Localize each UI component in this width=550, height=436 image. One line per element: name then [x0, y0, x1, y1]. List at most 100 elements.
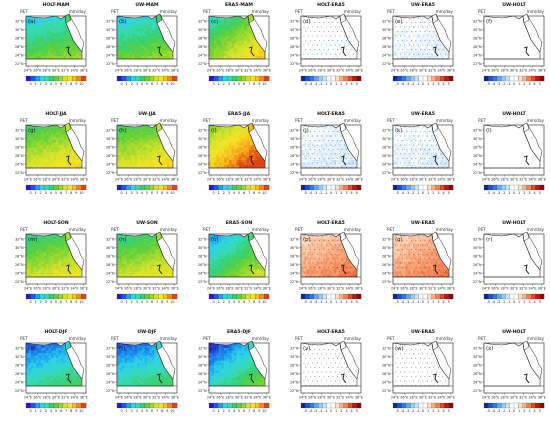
colorbar-swatch	[422, 75, 428, 82]
lat-tick-label: 24°N	[198, 380, 207, 384]
lat-tick-label: 28°N	[198, 36, 207, 40]
lat-tick-label: 30°N	[382, 28, 391, 32]
colorbar-tick-label: 5	[356, 300, 358, 304]
colorbar-swatch	[67, 75, 73, 82]
colorbar-swatch	[410, 402, 415, 409]
colorbar-swatch	[343, 75, 349, 82]
colorbar-tick-label: -2	[502, 191, 505, 195]
lon-tick-label: 32°E	[244, 178, 252, 182]
colorbar-tick-label: -4	[401, 82, 404, 86]
map-panel: UW-HOLT PET mm/day (x) 32°N 30°N 28°N 26°N 24°N 2…	[473, 329, 546, 413]
lat-tick-label: 28°N	[106, 36, 115, 40]
unit-label: mm/day	[436, 9, 454, 14]
lake-nasser	[156, 373, 163, 384]
panel-letter: (p)	[303, 237, 311, 243]
colorbar-tick-label: 9	[75, 300, 77, 304]
colorbar-tick-label: 5	[356, 409, 358, 413]
colorbar-swatch	[535, 75, 540, 82]
panel-title: UW-SON	[136, 220, 158, 226]
lon-tick-label: 34°E	[253, 178, 261, 182]
colorbar-tick-label: -3	[497, 409, 500, 413]
colorbar-tick-label: -1	[507, 82, 510, 86]
colorbar-swatch	[172, 75, 178, 82]
colorbar-tick-label: -5	[487, 300, 490, 304]
colorbar-swatch	[335, 75, 340, 82]
variable-label: PET	[387, 336, 395, 341]
colorbar-swatch	[356, 75, 362, 82]
colorbar-tick-label: 5	[539, 82, 541, 86]
colorbar-swatch	[313, 184, 319, 191]
colorbar-tick-label: 9	[258, 409, 260, 413]
lat-tick-label: 22°N	[382, 62, 391, 66]
lat-tick-label: 22°N	[198, 280, 207, 284]
lat-tick-label: 28°N	[473, 36, 482, 40]
colorbar-swatch	[509, 75, 515, 82]
colorbar-swatch	[348, 402, 353, 409]
lat-tick-label: 32°N	[15, 19, 24, 23]
lat-tick-label: 30°N	[382, 137, 391, 141]
colorbar-tick-label: 3	[437, 82, 439, 86]
colorbar-tick-label: -5	[487, 191, 490, 195]
colorbar-swatch	[218, 75, 224, 82]
lat-tick-label: 24°N	[382, 271, 391, 275]
colorbar-tick-label: -3	[314, 82, 317, 86]
lon-tick-label: 28°E	[43, 178, 51, 182]
colorbar-tick-label: 1	[518, 191, 520, 195]
colorbar-tick-label: 9	[258, 191, 260, 195]
colorbar-tick-label: 1	[126, 191, 128, 195]
colorbar-tick-label: 6	[243, 409, 245, 413]
unit-label: mm/day	[160, 227, 178, 232]
lat-tick-label: 22°N	[473, 171, 482, 175]
colorbar-swatch	[58, 184, 64, 191]
lake-nasser	[523, 46, 530, 57]
colorbar-swatch	[522, 293, 528, 300]
colorbar-tick-label: 0	[513, 82, 515, 86]
colorbar-swatch	[539, 75, 545, 82]
colorbar-swatch	[318, 184, 323, 191]
colorbar-swatch	[231, 75, 237, 82]
lat-tick-label: 24°N	[290, 271, 299, 275]
colorbar-swatch	[35, 402, 41, 409]
colorbar-swatch	[139, 75, 145, 82]
panel-letter: (s)	[28, 346, 35, 352]
colorbar-tick-label: 6	[151, 300, 153, 304]
lon-tick-label: 34°E	[528, 178, 536, 182]
colorbar-swatch	[526, 402, 532, 409]
colorbar-swatch	[509, 184, 515, 191]
colorbar-swatch	[149, 402, 155, 409]
lon-tick-label: 26°E	[400, 396, 408, 400]
lon-tick-label: 24°E	[482, 287, 490, 291]
lon-tick-label: 36°E	[447, 178, 455, 182]
egypt-border	[25, 124, 83, 169]
colorbar-tick-label: 1	[218, 409, 220, 413]
colorbar-swatch	[322, 75, 327, 82]
colorbar-swatch	[130, 402, 136, 409]
colorbar-tick-label: -3	[314, 409, 317, 413]
lon-tick-label: 34°E	[528, 396, 536, 400]
lon-tick-label: 36°E	[538, 69, 546, 73]
lon-tick-label: 24°E	[391, 178, 399, 182]
colorbar-tick-label: 10	[170, 82, 174, 86]
colorbar-tick-label: 2	[40, 82, 42, 86]
lon-tick-label: 24°E	[207, 69, 215, 73]
colorbar-swatch	[213, 293, 219, 300]
lat-tick-label: 22°N	[15, 280, 24, 284]
lon-tick-label: 24°E	[299, 69, 307, 73]
colorbar-tick-label: 3	[136, 191, 138, 195]
colorbar-swatch	[144, 184, 150, 191]
map-panel: HOLT-ERA5 PET mm/day (v) 32°N 30°N 28°N 26°N 24°…	[290, 329, 363, 413]
colorbar-swatch	[531, 184, 536, 191]
colorbar-tick-label: -3	[406, 300, 409, 304]
lon-tick-label: 36°E	[171, 287, 179, 291]
panel-title: HOLT-JJA	[45, 111, 67, 117]
lat-tick-label: 32°N	[15, 128, 24, 132]
colorbar-swatch	[492, 293, 498, 300]
colorbar-swatch	[208, 75, 214, 82]
colorbar-swatch	[496, 402, 502, 409]
colorbar-swatch	[518, 184, 523, 191]
colorbar-tick-label: 5	[448, 300, 450, 304]
lon-tick-label: 26°E	[308, 69, 316, 73]
colorbar-swatch	[255, 184, 260, 191]
colorbar-swatch	[222, 293, 228, 300]
